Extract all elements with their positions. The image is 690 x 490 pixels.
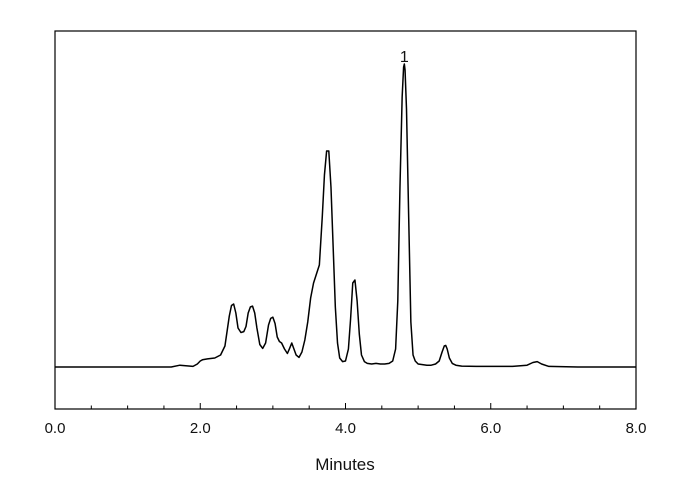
peak-label-1: 1	[400, 49, 409, 66]
x-tick-label: 6.0	[480, 420, 501, 437]
plot-frame	[54, 30, 637, 410]
chromatogram-trace	[55, 63, 636, 368]
x-tick-label: 4.0	[335, 420, 356, 437]
x-axis-tick-labels: 0.0 2.0 4.0 6.0 8.0	[45, 420, 647, 437]
x-axis-ticks	[54, 403, 637, 409]
x-tick-label: 2.0	[190, 420, 211, 437]
x-tick-label: 0.0	[45, 420, 66, 437]
x-axis-label: Minutes	[315, 455, 375, 474]
x-tick-label: 8.0	[626, 420, 647, 437]
